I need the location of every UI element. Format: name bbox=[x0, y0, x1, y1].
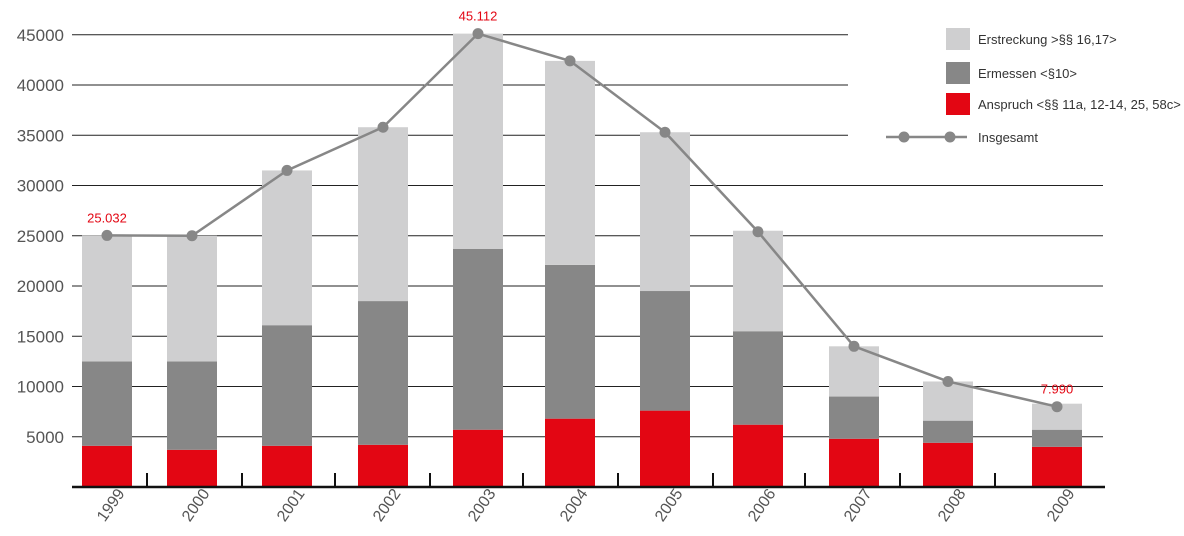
x-tick-label: 2007 bbox=[841, 486, 875, 525]
y-axis: 5000 10000 15000 20000 25000 30000 35000 40000 4… bbox=[17, 26, 64, 447]
bar-2003-series-2 bbox=[453, 33, 503, 249]
annotation-1999: 25.032 bbox=[87, 210, 127, 225]
y-tick-label: 15000 bbox=[17, 327, 64, 346]
bar-2007-series-1 bbox=[829, 396, 879, 439]
total-point-2003 bbox=[472, 28, 484, 40]
bar-2001-series-1 bbox=[262, 325, 312, 446]
y-tick-label: 40000 bbox=[17, 76, 64, 95]
bar-2005-series-0 bbox=[640, 410, 690, 487]
legend-line-point-right bbox=[944, 131, 956, 143]
bar-2001-series-2 bbox=[262, 170, 312, 326]
bar-2004-series-2 bbox=[545, 60, 595, 265]
total-point-2005 bbox=[659, 126, 671, 138]
annotation-2003: 45.112 bbox=[459, 9, 498, 24]
bar-2008-series-0 bbox=[923, 442, 973, 487]
bar-2008-series-2 bbox=[923, 381, 973, 421]
legend-label-1: Ermessen <§10> bbox=[978, 66, 1077, 81]
bar-2009-series-0 bbox=[1032, 446, 1082, 487]
total-point-2004 bbox=[564, 55, 576, 67]
bar-2000-series-0 bbox=[167, 449, 217, 487]
bar-2007-series-0 bbox=[829, 438, 879, 487]
x-tick-label: 2000 bbox=[179, 486, 213, 525]
bar-2004-series-1 bbox=[545, 264, 595, 419]
x-tick-label: 2003 bbox=[465, 486, 499, 525]
x-tick-label: 2006 bbox=[745, 486, 779, 525]
total-point-2002 bbox=[377, 121, 389, 133]
x-tick-label: 2009 bbox=[1044, 486, 1078, 525]
legend-swatch-1 bbox=[946, 62, 970, 84]
x-tick-label: 1999 bbox=[94, 486, 128, 525]
legend-label-2: Anspruch <§§ 11a, 12-14, 25, 58c> bbox=[978, 97, 1181, 112]
bar-1999-series-0 bbox=[82, 445, 132, 487]
bar-2003-series-0 bbox=[453, 429, 503, 487]
legend-label-total: Insgesamt bbox=[978, 130, 1038, 145]
y-tick-label: 20000 bbox=[17, 277, 64, 296]
legend-swatch-2 bbox=[946, 93, 970, 115]
x-tick-label: 2008 bbox=[935, 486, 969, 525]
legend-swatch-0 bbox=[946, 28, 970, 50]
bar-2003-series-1 bbox=[453, 248, 503, 430]
bar-2002-series-0 bbox=[358, 444, 408, 487]
legend-line-point-left bbox=[898, 131, 910, 143]
y-tick-label: 10000 bbox=[17, 378, 64, 397]
bar-2006-series-2 bbox=[733, 230, 783, 332]
bars bbox=[82, 33, 1082, 487]
y-tick-label: 45000 bbox=[17, 26, 64, 45]
bar-2005-series-1 bbox=[640, 291, 690, 411]
bar-2004-series-0 bbox=[545, 418, 595, 487]
bar-2000-series-2 bbox=[167, 235, 217, 362]
bar-2000-series-1 bbox=[167, 361, 217, 450]
y-tick-label: 30000 bbox=[17, 177, 64, 196]
bar-2007-series-2 bbox=[829, 346, 879, 397]
y-tick-label: 35000 bbox=[17, 126, 64, 145]
total-point-2007 bbox=[848, 340, 860, 352]
bar-1999-series-1 bbox=[82, 361, 132, 446]
bar-2006-series-0 bbox=[733, 424, 783, 487]
y-tick-label: 25000 bbox=[17, 227, 64, 246]
total-point-2006 bbox=[752, 226, 764, 238]
x-tick-label: 2001 bbox=[274, 486, 308, 525]
bar-2009-series-1 bbox=[1032, 429, 1082, 447]
bar-2002-series-1 bbox=[358, 301, 408, 445]
bar-2005-series-2 bbox=[640, 132, 690, 292]
total-line bbox=[101, 28, 1063, 413]
x-tick-label: 2004 bbox=[557, 486, 591, 525]
bar-1999-series-2 bbox=[82, 235, 132, 362]
bar-2008-series-1 bbox=[923, 420, 973, 443]
y-tick-label: 5000 bbox=[26, 428, 64, 447]
annotations: 25.032 45.112 7.990 bbox=[87, 9, 1073, 397]
legend: Erstreckung >§§ 16,17> Ermessen <§10> Ansp… bbox=[886, 28, 1181, 145]
annotation-2009: 7.990 bbox=[1041, 382, 1074, 397]
x-tick-label: 2002 bbox=[370, 486, 404, 525]
legend-label-0: Erstreckung >§§ 16,17> bbox=[978, 32, 1117, 47]
bar-2002-series-2 bbox=[358, 127, 408, 302]
total-point-2000 bbox=[186, 230, 198, 242]
total-point-2009 bbox=[1051, 401, 1063, 413]
total-point-1999 bbox=[101, 229, 113, 241]
bar-2001-series-0 bbox=[262, 445, 312, 487]
x-tick-label: 2005 bbox=[652, 486, 686, 525]
bar-2006-series-1 bbox=[733, 331, 783, 425]
total-point-2001 bbox=[281, 164, 293, 176]
total-point-2008 bbox=[942, 375, 954, 387]
